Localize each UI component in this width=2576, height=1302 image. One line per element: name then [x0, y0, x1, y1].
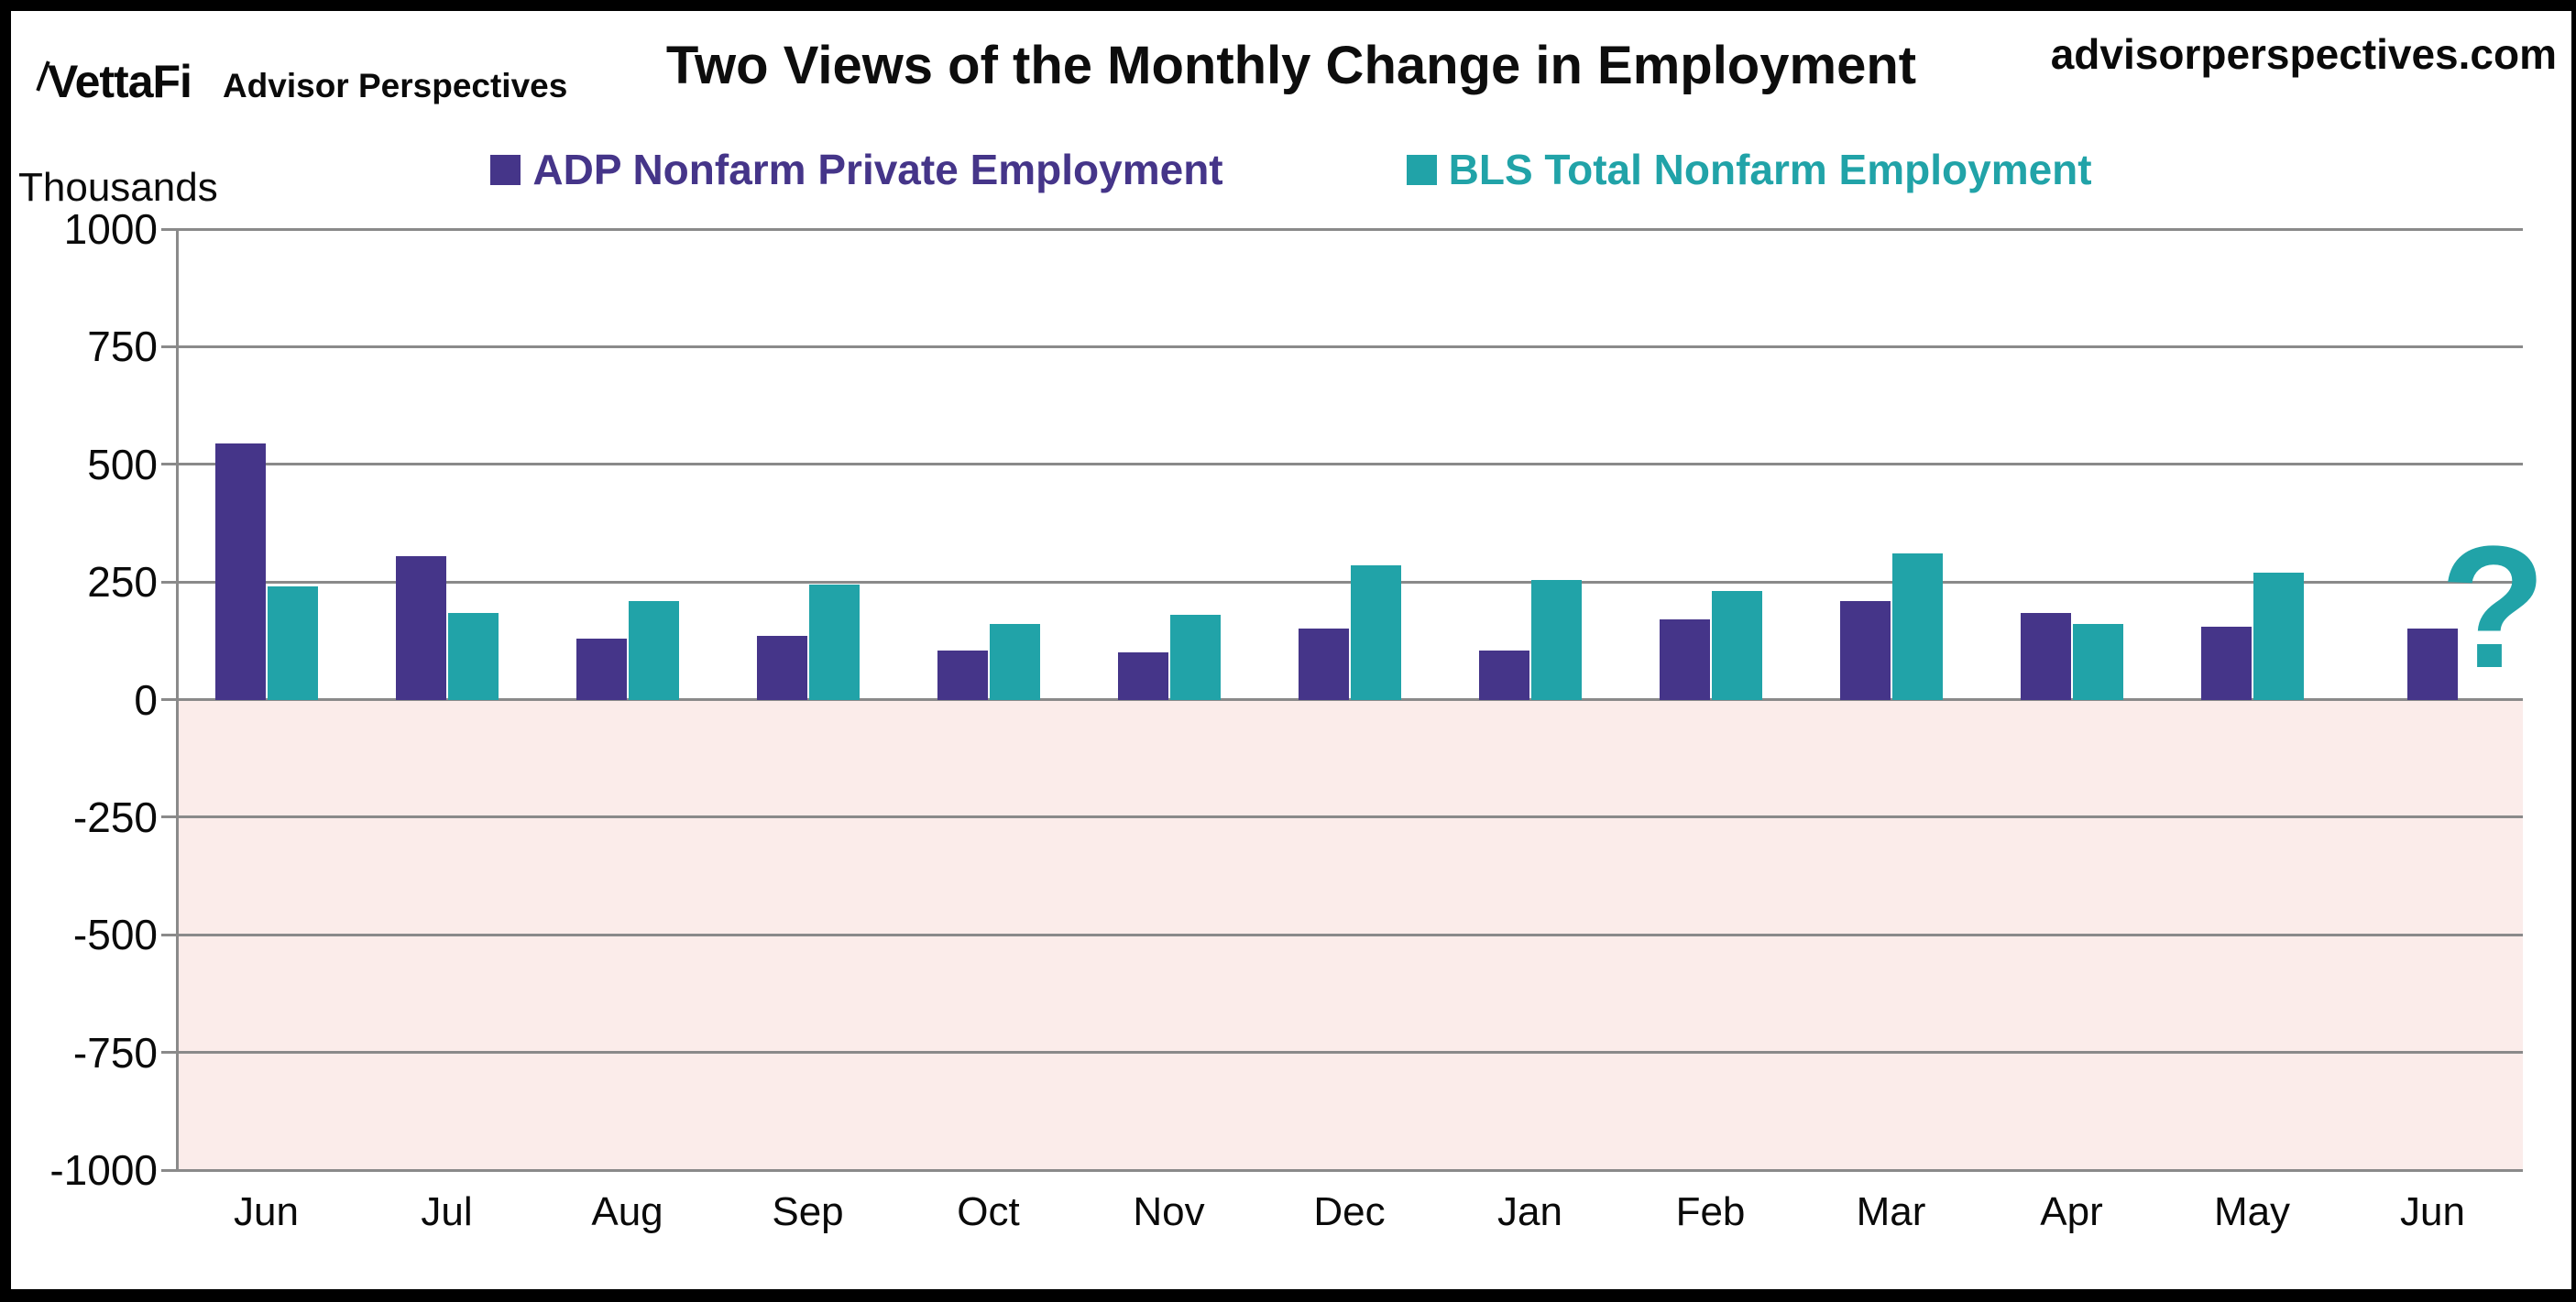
month-label-may-11: May: [2213, 1189, 2291, 1234]
bls-legend-swatch: [1406, 154, 1437, 185]
bar-group-apr-10: [1981, 229, 2162, 700]
website-url: advisorperspectives.com: [2050, 30, 2557, 78]
y-gridline--1000: [161, 1168, 2523, 1172]
bar-group-dec-6: [1259, 229, 1440, 700]
month-label-jul-1: Jul: [421, 1189, 473, 1234]
bar-bls-nov-5: [1169, 615, 1221, 700]
bar-group-nov-5: [1079, 229, 1259, 700]
chart-canvas: VettaFi Advisor Perspectives Two Views o…: [11, 11, 2571, 1289]
bar-group-sep-3: [718, 229, 898, 700]
y-tick-label: 250: [87, 558, 158, 607]
bls-legend-label: BLS Total Nonfarm Employment: [1448, 146, 2092, 193]
bar-bls-oct-4: [989, 624, 1040, 700]
y-gridline--750: [161, 1051, 2523, 1055]
bar-bls-jan-7: [1530, 579, 1582, 700]
y-gridline--250: [161, 815, 2523, 819]
bar-group-jun-12: [2342, 229, 2523, 700]
month-label-feb-8: Feb: [1675, 1189, 1746, 1234]
bar-bls-sep-3: [808, 584, 860, 700]
bar-adp-jul-1: [395, 555, 446, 700]
missing-data-question-mark: ?: [2439, 509, 2547, 705]
adp-legend-label: ADP Nonfarm Private Employment: [532, 146, 1223, 193]
y-tick-label: 750: [87, 323, 158, 371]
bar-group-aug-2: [537, 229, 718, 700]
bar-adp-oct-4: [937, 650, 988, 700]
bar-bls-dec-6: [1350, 565, 1401, 700]
bar-group-jan-7: [1440, 229, 1620, 700]
bar-adp-dec-6: [1298, 629, 1349, 700]
bar-adp-jan-7: [1478, 650, 1529, 700]
y-gridline--500: [161, 933, 2523, 936]
y-gridline-500: [161, 463, 2523, 466]
bar-adp-nov-5: [1117, 652, 1168, 700]
month-label-apr-10: Apr: [2040, 1189, 2103, 1234]
y-tick-label: -500: [72, 911, 158, 959]
y-tick-label: 0: [134, 675, 158, 724]
legend-item-bls: BLS Total Nonfarm Employment: [1406, 145, 2092, 194]
bar-adp-apr-10: [2020, 612, 2071, 700]
bar-bls-mar-9: [1891, 553, 1943, 700]
bar-bls-jul-1: [447, 612, 499, 700]
month-label-jun-0: Jun: [234, 1189, 299, 1234]
page-title: Two Views of the Monthly Change in Emplo…: [665, 36, 1917, 95]
bar-adp-jun-0: [214, 443, 266, 700]
bar-adp-may-11: [2200, 626, 2252, 700]
vettafi-logo: VettaFi: [48, 55, 192, 108]
vettafi-v-glyph: VettaFi: [48, 56, 192, 107]
month-label-jun-12: Jun: [2400, 1189, 2465, 1234]
bar-bls-apr-10: [2072, 624, 2123, 700]
y-tick-label: -250: [72, 793, 158, 841]
y-axis-line: [176, 229, 179, 1170]
bar-adp-feb-8: [1659, 619, 1710, 700]
month-label-oct-4: Oct: [957, 1189, 1020, 1234]
bar-bls-feb-8: [1711, 591, 1762, 700]
bar-bls-may-11: [2253, 572, 2304, 700]
y-tick-label: -750: [72, 1028, 158, 1077]
y-gridline-1000: [161, 227, 2523, 231]
y-tick-label: 1000: [63, 205, 158, 253]
bar-group-feb-8: [1620, 229, 1801, 700]
bar-adp-jun-12: [2407, 629, 2458, 700]
month-label-nov-5: Nov: [1133, 1189, 1205, 1234]
month-label-dec-6: Dec: [1313, 1189, 1386, 1234]
advisor-perspectives-label: Advisor Perspectives: [222, 67, 568, 104]
y-axis-unit-label: Thousands: [18, 165, 218, 210]
brand-logo: VettaFi Advisor Perspectives: [48, 55, 567, 108]
bar-adp-mar-9: [1839, 600, 1891, 700]
bar-group-oct-4: [898, 229, 1079, 700]
month-label-mar-9: Mar: [1856, 1189, 1926, 1234]
y-gridline-750: [161, 345, 2523, 348]
bar-bls-jun-0: [267, 586, 318, 700]
bar-group-mar-9: [1801, 229, 1981, 700]
legend: ADP Nonfarm Private Employment BLS Total…: [11, 145, 2571, 194]
bar-bls-aug-2: [628, 600, 679, 700]
bar-group-jul-1: [356, 229, 537, 700]
bar-adp-sep-3: [756, 636, 807, 700]
bar-group-jun-0: [176, 229, 356, 700]
adp-legend-swatch: [490, 154, 521, 185]
y-tick-label: 500: [87, 440, 158, 488]
month-label-sep-3: Sep: [772, 1189, 844, 1234]
bar-group-may-11: [2162, 229, 2342, 700]
y-tick-label: -1000: [49, 1146, 158, 1194]
plot-area: ?: [161, 227, 2547, 1172]
legend-item-adp: ADP Nonfarm Private Employment: [490, 145, 1223, 194]
y-gridline-250: [161, 580, 2523, 584]
y-gridline-0: [161, 698, 2523, 701]
bar-adp-aug-2: [575, 638, 627, 700]
month-label-jan-7: Jan: [1497, 1189, 1562, 1234]
month-label-aug-2: Aug: [591, 1189, 663, 1234]
